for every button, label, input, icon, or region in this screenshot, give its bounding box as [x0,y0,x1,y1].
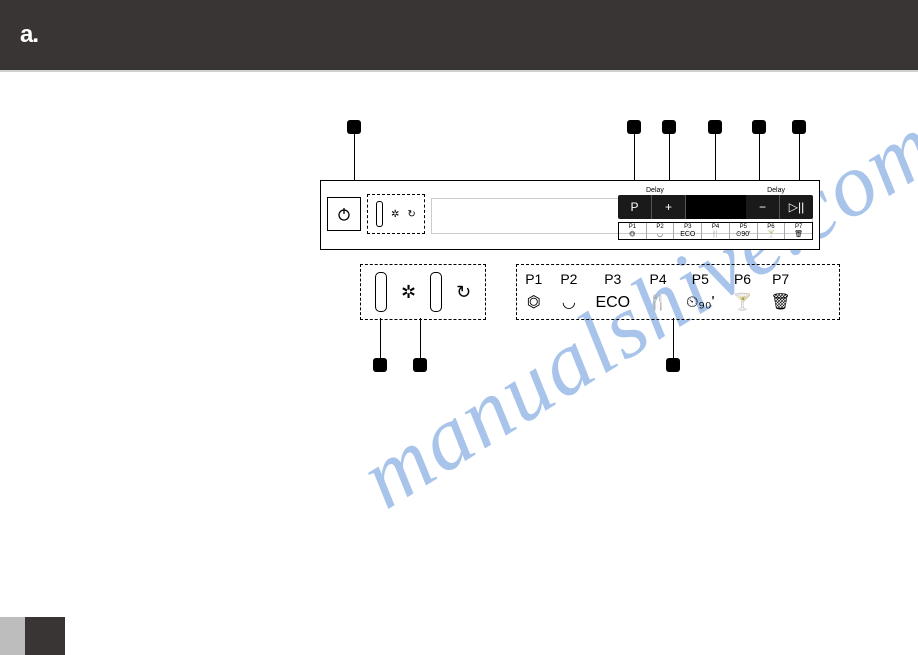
sun-icon: ✲ [401,282,416,303]
program-item: P5⏲₉₀' [686,270,715,314]
detail-row: ✲ ↻ P1⏣ P2◡ P3ECO P4🍴 P5⏲₉₀' P6🍸 P7🗑 [320,264,840,320]
callout-marker [627,120,641,134]
prog-indicator: P4🍴 [702,223,730,239]
callout-line [634,134,635,180]
control-panel-diagram: ✲ ↻ Delay Delay P + − ▷|| P1⏣ P2◡ P3ECO … [320,120,840,380]
footer-tab [0,617,65,655]
option-pill [430,272,442,312]
strip-display [686,195,746,219]
callout-line [669,134,670,180]
footer-dark [25,617,65,655]
callout-line [759,134,760,180]
callout-line [354,134,355,180]
minus-button: − [746,195,780,219]
callout-marker [662,120,676,134]
callout-line [420,318,421,358]
program-list-detail: P1⏣ P2◡ P3ECO P4🍴 P5⏲₉₀' P6🍸 P7🗑 [516,264,840,320]
control-panel: ✲ ↻ Delay Delay P + − ▷|| P1⏣ P2◡ P3ECO … [320,180,820,250]
divider [0,70,918,72]
sun-icon: ✲ [391,209,399,220]
prog-indicator: P6🍸 [758,223,786,239]
callout-marker [752,120,766,134]
callout-line [380,318,381,358]
callout-line [673,318,674,358]
delay-labels: Delay Delay [618,187,813,195]
power-icon [336,206,352,222]
program-item: P4🍴 [648,270,668,314]
delay-label: Delay [767,187,785,194]
option-pill [376,201,383,227]
button-strip: Delay Delay P + − ▷|| P1⏣ P2◡ P3ECO P4🍴 … [618,187,813,240]
start-pause-button: ▷|| [780,195,813,219]
footer-light [0,617,25,655]
top-bar: a. [0,0,918,70]
prog-indicator: P7🗑 [785,223,812,239]
program-item: P3ECO [595,270,630,314]
prog-indicator: P5⏲90' [730,223,758,239]
callout-row-bottom [320,320,840,380]
callout-marker [413,358,427,372]
callout-row-top [320,120,840,180]
program-item: P2◡ [560,270,577,314]
program-select-button: P [618,195,652,219]
callout-line [715,134,716,180]
plus-button: + [652,195,686,219]
cycle-icon: ↻ [456,282,471,303]
delay-label: Delay [646,187,664,194]
prog-indicator: P2◡ [647,223,675,239]
program-item: P7🗑 [770,270,790,314]
callout-marker [347,120,361,134]
callout-marker [666,358,680,372]
prog-indicator: P3ECO [674,223,702,239]
prog-indicator: P1⏣ [619,223,647,239]
program-item: P1⏣ [525,270,542,314]
program-indicator-strip: P1⏣ P2◡ P3ECO P4🍴 P5⏲90' P6🍸 P7🗑 [618,222,813,240]
callout-marker [708,120,722,134]
option-buttons-detail: ✲ ↻ [360,264,486,320]
option-buttons-group: ✲ ↻ [367,194,425,234]
callout-marker [373,358,387,372]
cycle-icon: ↻ [407,209,415,220]
logo: a. [20,21,38,49]
black-strip: P + − ▷|| [618,195,813,219]
power-button [327,197,361,231]
program-item: P6🍸 [733,270,753,314]
callout-marker [792,120,806,134]
callout-line [799,134,800,180]
option-pill [375,272,387,312]
